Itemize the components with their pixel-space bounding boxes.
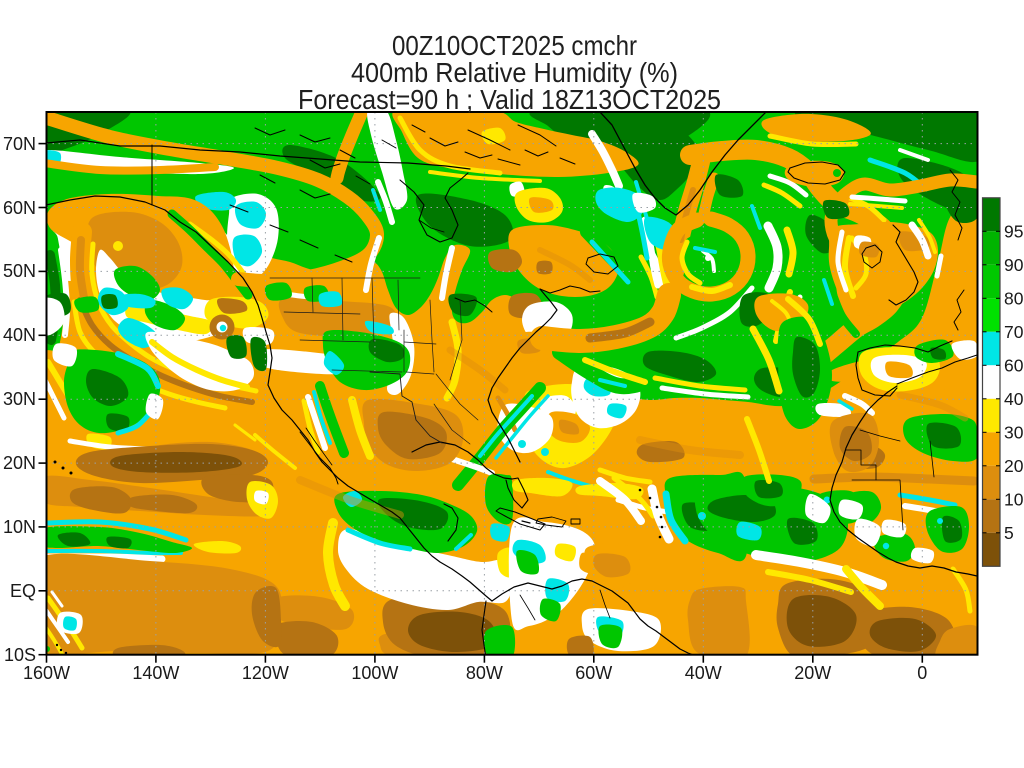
svg-text:80: 80: [1004, 288, 1024, 308]
svg-text:00Z10OCT2025 cmchr: 00Z10OCT2025 cmchr: [392, 30, 637, 61]
svg-text:60: 60: [1004, 355, 1024, 375]
svg-text:90: 90: [1004, 255, 1024, 275]
svg-text:Forecast=90 h ; Valid 18Z13OCT: Forecast=90 h ; Valid 18Z13OCT2025: [298, 84, 721, 115]
svg-text:40: 40: [1004, 389, 1024, 409]
svg-text:30: 30: [1004, 422, 1024, 442]
svg-text:70: 70: [1004, 322, 1024, 342]
svg-text:20: 20: [1004, 456, 1024, 476]
svg-text:95: 95: [1004, 221, 1023, 241]
svg-text:400mb Relative Humidity (%): 400mb Relative Humidity (%): [351, 57, 678, 88]
svg-text:10: 10: [1004, 489, 1024, 509]
svg-text:5: 5: [1004, 523, 1014, 543]
